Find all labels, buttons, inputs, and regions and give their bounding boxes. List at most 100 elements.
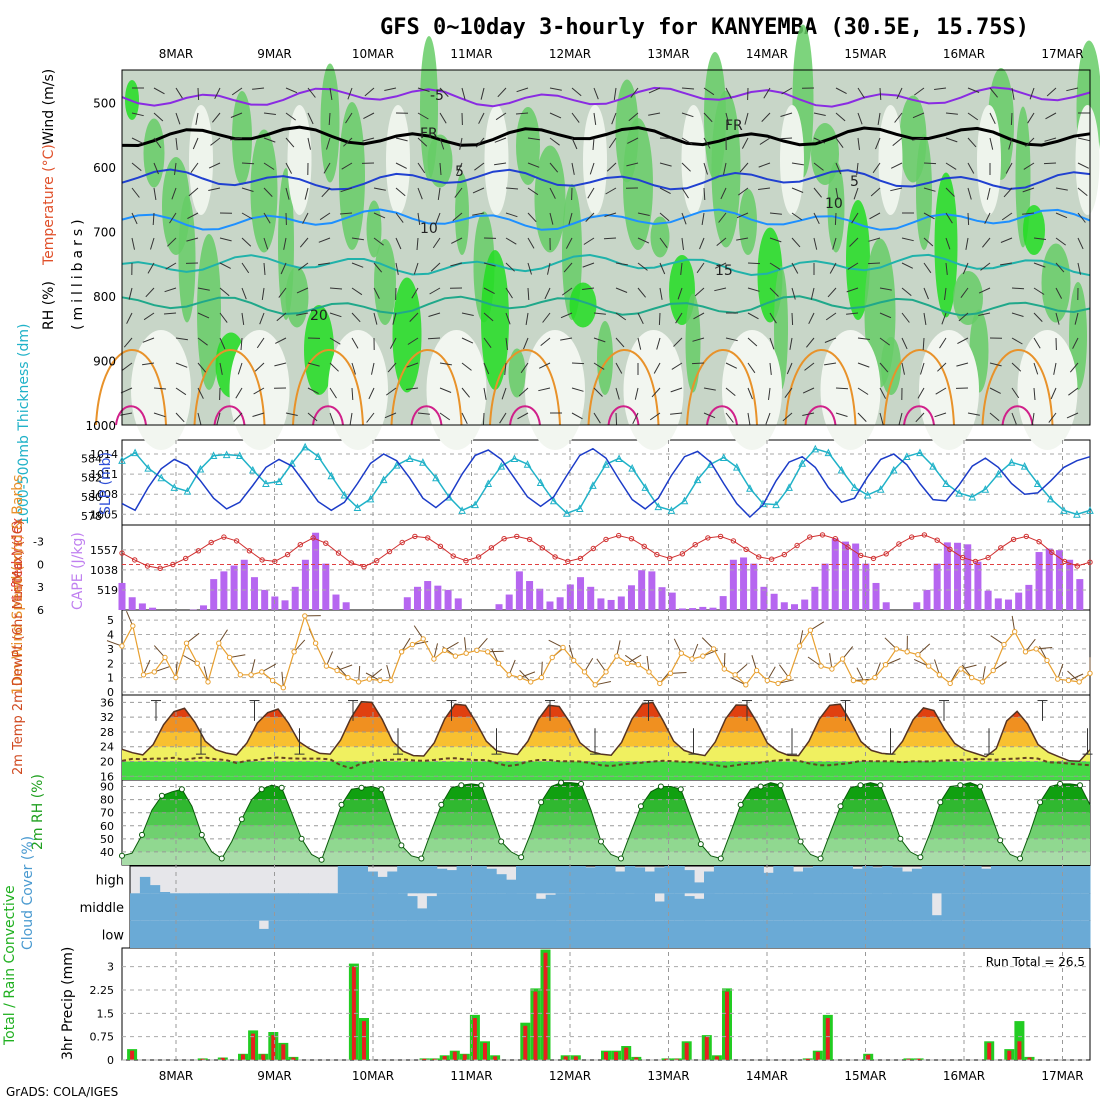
cloud-cell-low xyxy=(506,920,517,948)
rh-point xyxy=(937,799,944,806)
wind-barb xyxy=(1010,112,1013,126)
cape-bar xyxy=(617,596,625,610)
lifted-index-point xyxy=(144,563,151,569)
cloud-cell-low xyxy=(654,920,665,948)
wind-barb xyxy=(802,387,815,394)
lifted-index-point xyxy=(246,548,253,554)
wind-barb xyxy=(744,112,749,125)
dry-region xyxy=(1075,105,1100,215)
wind-speed-point xyxy=(312,640,319,646)
cape-bar xyxy=(128,597,136,610)
cloud-cell-high xyxy=(713,866,725,894)
precip-convective-bar xyxy=(815,1051,820,1060)
wind-barb xyxy=(857,362,870,368)
wind-barb xyxy=(417,137,428,147)
lifted-index-point xyxy=(768,556,775,562)
cloud-cell-middle xyxy=(169,893,180,921)
cloud-cell-high xyxy=(723,866,735,894)
rh-point xyxy=(298,835,305,842)
wind-barb xyxy=(482,412,485,426)
wind-barb xyxy=(439,112,447,124)
thickness-point xyxy=(1060,506,1068,514)
precip-convective-bar xyxy=(271,1035,276,1060)
lifted-index-point xyxy=(119,550,125,556)
lifted-index-point xyxy=(310,535,316,541)
wind-barb xyxy=(653,362,661,374)
thickness-point xyxy=(1007,458,1016,466)
cloud-cell-middle xyxy=(634,893,646,921)
wind-barb xyxy=(846,287,859,293)
precip-convective-bar xyxy=(825,1018,830,1060)
wind-speed-point xyxy=(1044,657,1050,664)
wind-barb xyxy=(263,237,269,250)
wind-barb xyxy=(857,412,867,422)
contour-label: 10 xyxy=(420,221,438,237)
wind-barb xyxy=(171,187,177,200)
wind-barb xyxy=(626,162,639,167)
cloud-cell-high xyxy=(1000,866,1012,894)
rh-region xyxy=(508,348,526,398)
wind-barb xyxy=(967,212,970,226)
dry-region xyxy=(484,105,509,215)
wind-barb xyxy=(150,237,155,250)
wind-barb xyxy=(986,187,991,200)
wind-barb xyxy=(758,187,771,190)
wind-barb-10m xyxy=(508,659,516,675)
thickness-point xyxy=(693,475,702,484)
thickness-point xyxy=(1086,506,1094,514)
wind-barb xyxy=(939,337,947,349)
cloud-cell-low xyxy=(565,920,576,948)
cloud-cell-middle xyxy=(387,893,398,921)
thickness-point xyxy=(562,509,571,517)
wind-barb xyxy=(505,212,518,218)
wind-barb xyxy=(461,312,474,316)
cloud-cell-low xyxy=(1030,920,1041,948)
precip-convective-bar xyxy=(634,1057,639,1060)
cloud-cell-middle xyxy=(446,893,458,921)
wind-barb xyxy=(670,412,683,415)
wind-barb xyxy=(692,337,705,342)
cape-bar xyxy=(291,586,299,610)
wind-barb xyxy=(703,412,716,419)
thickness-point xyxy=(615,454,623,462)
wind-barb xyxy=(606,162,617,172)
cloud-cell-low xyxy=(337,920,349,948)
wind-barb xyxy=(851,212,859,224)
lifted-index-point xyxy=(858,552,864,559)
thickness-point xyxy=(366,494,375,503)
wind-barb xyxy=(278,287,287,298)
wind-barb xyxy=(165,262,177,270)
lifted-index-point xyxy=(883,551,889,557)
wind-speed-point xyxy=(1022,649,1029,655)
wind-barb xyxy=(934,87,947,90)
wind-barb xyxy=(351,337,359,349)
wind-barb xyxy=(392,312,397,325)
cape-bar xyxy=(1045,548,1053,610)
cloud-cell-middle xyxy=(555,893,566,921)
thickness-point xyxy=(994,469,1003,478)
wind-barb xyxy=(351,312,361,323)
warm-contour xyxy=(883,349,955,426)
rh-point xyxy=(977,783,984,790)
cloud-cell-high xyxy=(773,866,784,894)
wind-barb xyxy=(1048,412,1057,423)
wind-barb xyxy=(368,387,375,400)
wind-speed-point xyxy=(603,669,609,675)
wind-barb xyxy=(373,237,384,246)
cloud-cell-low xyxy=(753,920,764,948)
thickness-point xyxy=(458,506,466,514)
wind-barb xyxy=(175,137,178,150)
wind-barb xyxy=(978,312,991,316)
thickness-point xyxy=(576,504,584,512)
cloud-cell-low xyxy=(209,920,220,948)
wind-barb xyxy=(499,412,507,424)
wind-barb xyxy=(922,337,925,351)
wind-barb xyxy=(1000,237,1013,243)
cloud-cell-low xyxy=(1010,920,1022,948)
rh-point xyxy=(398,842,405,849)
wind-barb xyxy=(351,387,354,401)
wind-barb xyxy=(1033,387,1036,401)
thickness-point xyxy=(955,488,963,497)
wind-speed-point xyxy=(140,672,147,678)
wind-barb xyxy=(527,137,540,141)
